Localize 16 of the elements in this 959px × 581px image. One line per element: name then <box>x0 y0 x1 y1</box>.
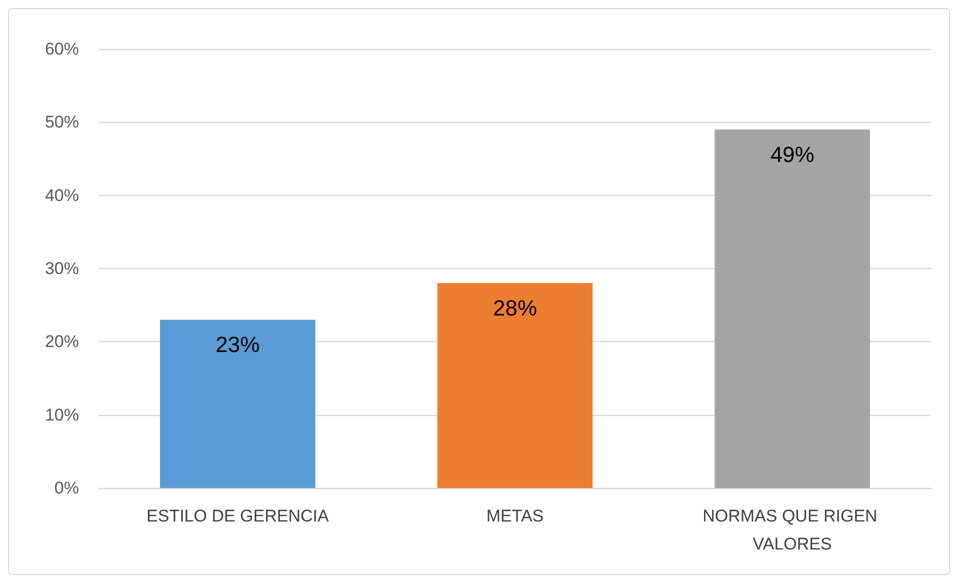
y-tick-label: 60% <box>44 40 79 58</box>
data-label: 28% <box>492 296 538 321</box>
data-label: 23% <box>216 332 260 358</box>
y-tick-label: 30% <box>44 259 79 278</box>
y-tick-label: 10% <box>44 405 79 424</box>
y-tick-label: 40% <box>44 186 79 205</box>
bar <box>714 129 870 488</box>
x-tick-label: METAS <box>486 506 544 526</box>
bar <box>160 320 316 488</box>
data-label: 49% <box>770 142 814 167</box>
y-tick-label: 20% <box>44 332 79 352</box>
y-tick-label: 0% <box>54 478 79 498</box>
x-tick-label: NORMAS QUE RIGEN VALORES <box>702 506 882 554</box>
bar <box>437 283 593 488</box>
y-tick-label: 50% <box>44 112 79 132</box>
x-tick-label: ESTILO DE GERENCIA <box>146 506 330 526</box>
